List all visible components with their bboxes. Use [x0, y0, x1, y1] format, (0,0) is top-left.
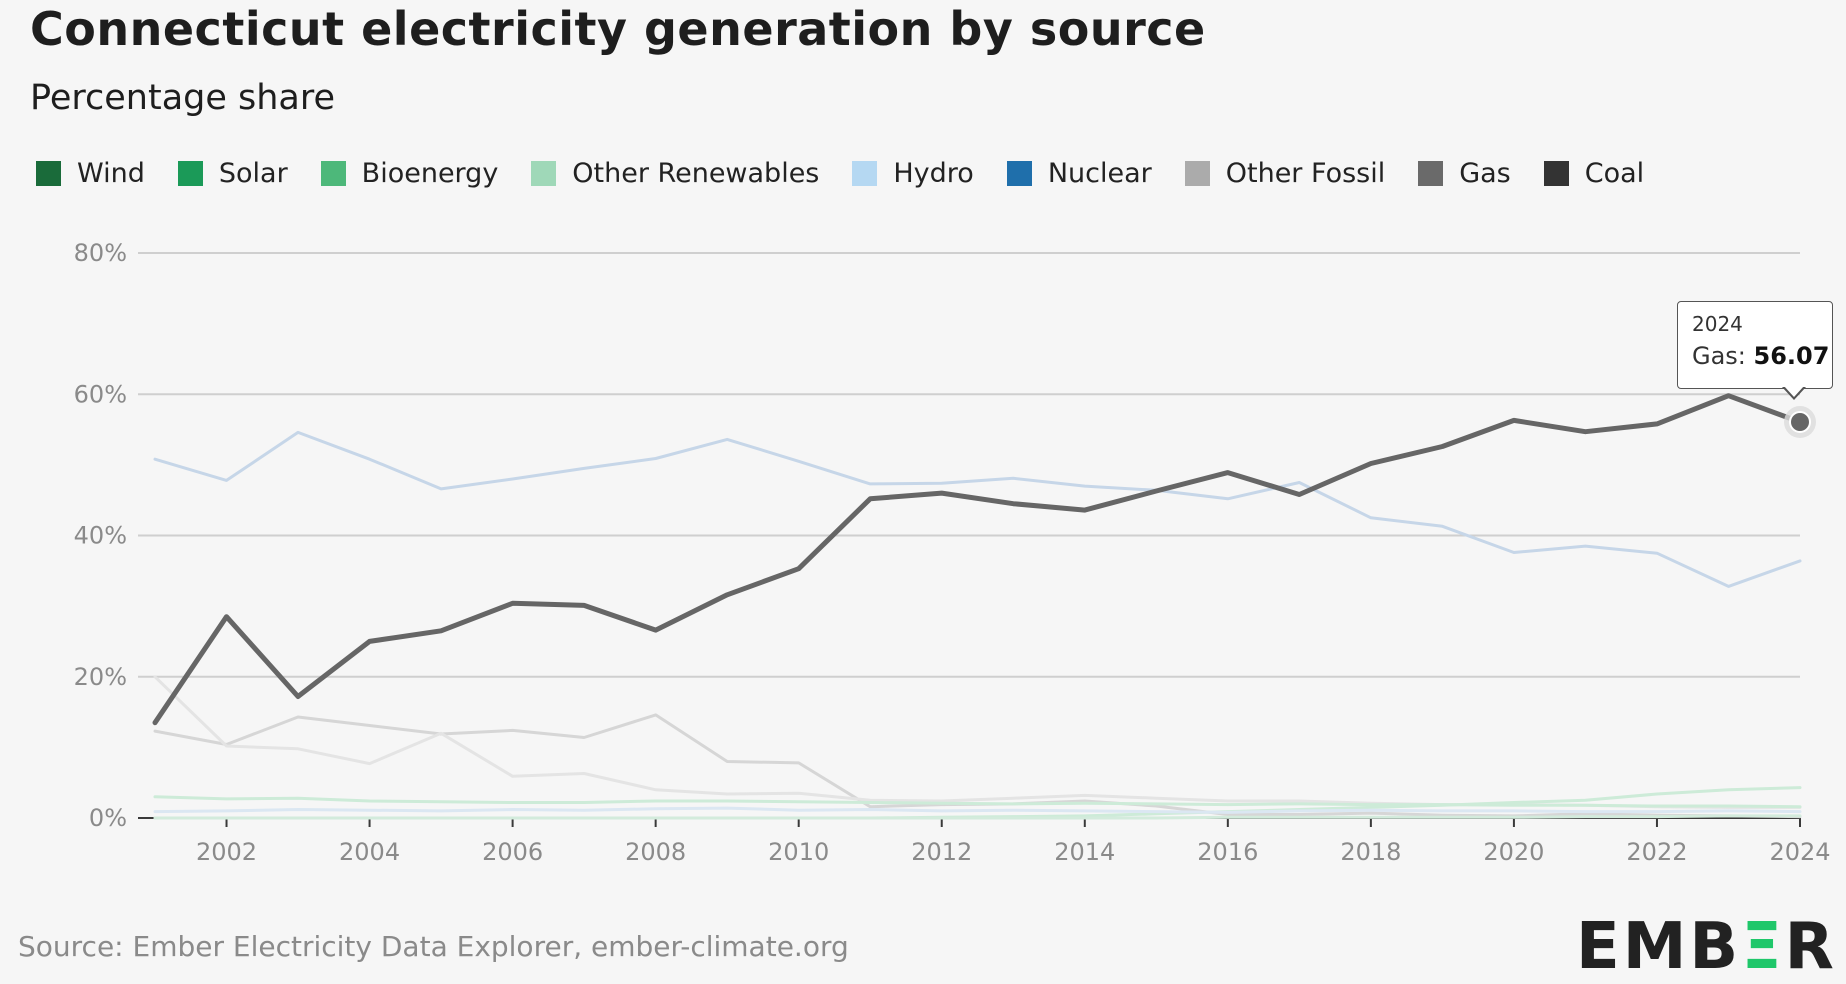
x-tick-label: 2004	[339, 838, 400, 866]
legend-label: Hydro	[893, 158, 974, 189]
tooltip-arrow-inner	[1784, 386, 1804, 397]
legend-label: Wind	[77, 158, 145, 189]
y-tick-label: 0%	[89, 804, 127, 832]
x-tick-label: 2016	[1197, 838, 1258, 866]
legend-label: Coal	[1584, 158, 1645, 189]
series-line-wind	[153, 814, 1802, 820]
legend-item-wind[interactable]: Wind	[36, 158, 145, 189]
logo-text-1: EMB	[1576, 910, 1742, 984]
legend-item-nuclear[interactable]: Nuclear	[1006, 158, 1152, 189]
tooltip-year: 2024	[1692, 312, 1743, 336]
legend-swatch	[531, 161, 557, 186]
series-line-other-fossil	[153, 675, 1802, 809]
legend-swatch	[177, 161, 203, 186]
legend-item-hydro[interactable]: Hydro	[852, 158, 974, 189]
series-line-bioenergy	[153, 795, 1802, 809]
chart-title: Connecticut electricity generation by so…	[30, 2, 1206, 56]
series-line-nuclear	[153, 430, 1802, 588]
tooltip-label: Gas:	[1692, 342, 1754, 370]
legend-label: Nuclear	[1047, 158, 1152, 189]
hover-marker	[1784, 406, 1816, 439]
logo-text-2: R	[1784, 910, 1837, 984]
x-tick-label: 2006	[482, 838, 543, 866]
legend-swatch	[1418, 161, 1444, 186]
series-lines	[152, 393, 1803, 820]
legend-label: Other Fossil	[1225, 158, 1386, 189]
ember-logo: EMB Ξ R	[1576, 910, 1837, 984]
legend-label: Other Renewables	[572, 158, 820, 189]
x-tick-label: 2020	[1483, 838, 1544, 866]
source-note: Source: Ember Electricity Data Explorer,…	[18, 930, 849, 963]
legend-item-other-fossil[interactable]: Other Fossil	[1184, 158, 1386, 189]
legend-item-gas[interactable]: Gas	[1418, 158, 1511, 189]
tooltip-value: 56.07	[1753, 342, 1830, 370]
y-tick-label: 80%	[74, 239, 127, 267]
logo-accent: Ξ	[1741, 910, 1785, 984]
legend-item-coal[interactable]: Coal	[1543, 158, 1645, 189]
legend-item-other-renewables[interactable]: Other Renewables	[531, 158, 819, 189]
line-chart: 0%20%40%60%80% 2002 2004 2006 2008 2010 2012 2…	[74, 239, 1831, 866]
legend-label: Solar	[218, 158, 288, 189]
x-tick-label: 2010	[768, 838, 829, 866]
x-tick-label: 2022	[1626, 838, 1687, 866]
legend-swatch	[320, 161, 346, 186]
legend-swatch	[36, 161, 61, 186]
gridlines	[138, 252, 1800, 819]
marker-point	[1789, 411, 1811, 434]
y-tick-label: 20%	[74, 663, 127, 691]
legend-label: Gas	[1459, 158, 1511, 189]
legend-swatch	[1543, 161, 1569, 186]
series-line-hydro	[153, 806, 1802, 814]
legend-label: Bioenergy	[361, 158, 499, 189]
legend-item-bioenergy[interactable]: Bioenergy	[320, 158, 499, 189]
legend: Wind Solar Bioenergy Other Renewables Hy…	[36, 158, 1644, 189]
tooltip: 2024 Gas: 56.07	[1677, 301, 1833, 389]
x-tick-label: 2024	[1769, 838, 1830, 866]
legend-item-solar[interactable]: Solar	[177, 158, 288, 189]
x-axis-ticks: 2002 2004 2006 2008 2010 2012 2014 2016 2018 2020…	[196, 818, 1831, 866]
chart-subtitle: Percentage share	[30, 78, 336, 118]
legend-swatch	[1184, 161, 1210, 186]
series-line-gas	[152, 393, 1803, 726]
legend-swatch	[852, 161, 878, 186]
x-tick-label: 2002	[196, 838, 257, 866]
y-tick-label: 60%	[74, 380, 127, 408]
y-tick-label: 40%	[74, 522, 127, 550]
y-axis-ticks: 0% 20% 40% 60% 80%	[74, 239, 127, 832]
legend-swatch	[1006, 161, 1032, 186]
x-tick-label: 2008	[625, 838, 686, 866]
x-tick-label: 2014	[1054, 838, 1115, 866]
x-tick-label: 2012	[911, 838, 972, 866]
tooltip-row: Gas: 56.07	[1692, 342, 1829, 370]
x-tick-label: 2018	[1340, 838, 1401, 866]
